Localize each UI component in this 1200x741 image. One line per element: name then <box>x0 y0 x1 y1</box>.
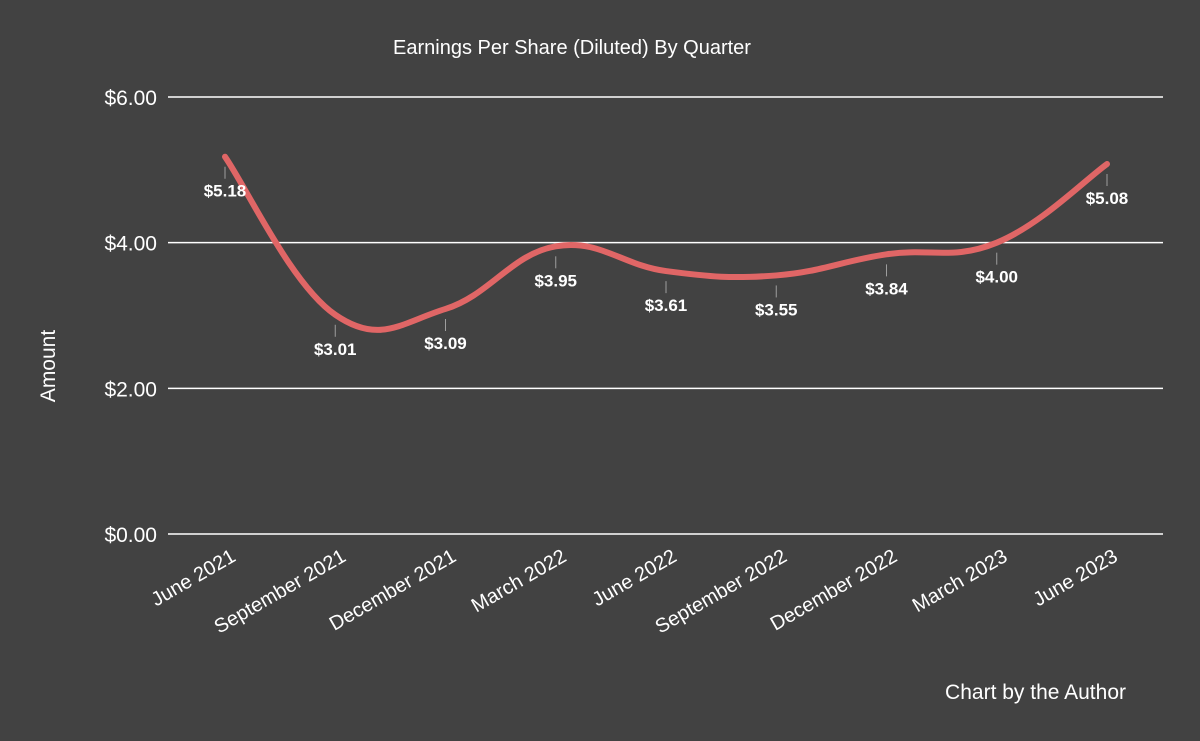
data-label: $3.09 <box>424 334 467 353</box>
data-label: $3.61 <box>645 296 688 315</box>
y-tick-label: $2.00 <box>104 378 157 401</box>
y-tick-label: $6.00 <box>104 87 157 110</box>
data-label: $3.84 <box>865 279 908 298</box>
data-label-leaders <box>224 166 1108 337</box>
chart-title: Earnings Per Share (Diluted) By Quarter <box>393 37 751 59</box>
data-label: $4.00 <box>975 268 1018 287</box>
x-tick-label: June 2022 <box>589 545 681 611</box>
chart-credit: Chart by the Author <box>945 681 1126 704</box>
y-tick-label: $0.00 <box>104 524 157 547</box>
gridlines <box>168 96 1163 535</box>
x-tick-label: March 2022 <box>468 545 570 617</box>
data-label: $5.08 <box>1086 189 1129 208</box>
data-label: $3.01 <box>314 340 357 359</box>
data-label: $5.18 <box>204 182 247 201</box>
y-axis-label: Amount <box>37 330 60 403</box>
eps-series-line <box>222 153 1110 333</box>
data-label: $3.55 <box>755 300 798 319</box>
data-label: $3.95 <box>534 271 577 290</box>
data-labels: $5.18 $3.01 $3.09 $3.95 $3.61 $3.55 $3.84 $4.00… <box>204 182 1129 359</box>
x-tick-label: June 2021 <box>148 545 240 611</box>
x-tick-label: March 2023 <box>909 545 1011 617</box>
y-axis-ticks: $0.00 $2.00 $4.00 $6.00 <box>104 87 157 547</box>
x-tick-label: June 2023 <box>1030 545 1122 611</box>
y-tick-label: $4.00 <box>104 233 157 256</box>
series-layer <box>222 153 1110 333</box>
